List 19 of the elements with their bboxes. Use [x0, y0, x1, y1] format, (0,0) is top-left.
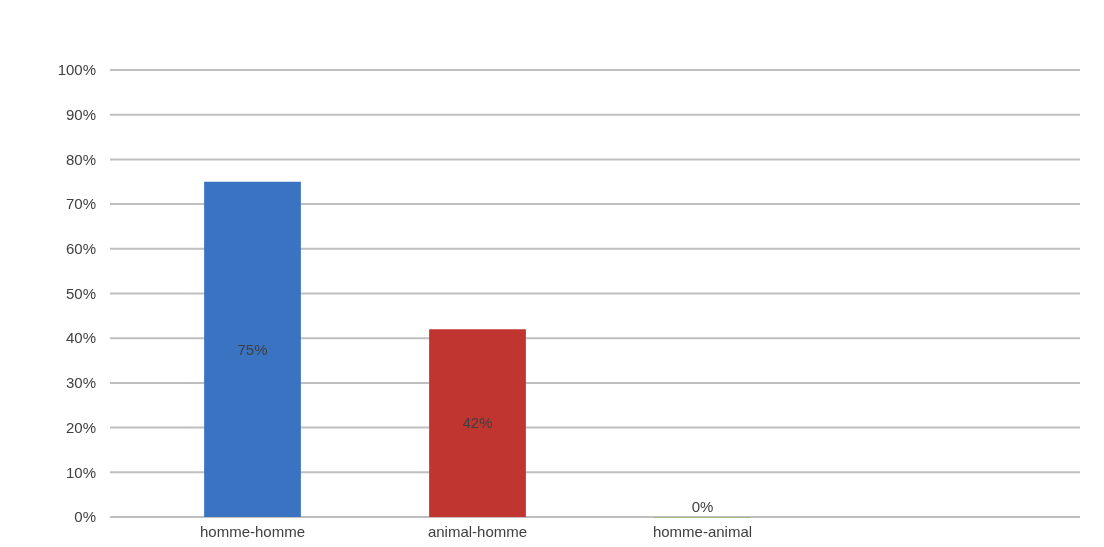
y-tick-label: 70%	[65, 195, 96, 213]
x-tick-label: homme-animal	[652, 523, 753, 540]
bar	[429, 329, 526, 517]
y-tick-label: 100%	[57, 61, 96, 79]
y-tick-label: 40%	[65, 329, 96, 347]
y-tick-label: 90%	[65, 105, 96, 123]
bar	[204, 181, 301, 517]
y-tick-label: 0%	[74, 508, 96, 526]
data-label: 0%	[691, 498, 714, 516]
y-tick-label: 20%	[65, 418, 96, 436]
y-tick-label: 60%	[65, 240, 96, 258]
x-tick-label: animal-homme	[427, 523, 528, 540]
y-tick-label: 50%	[65, 284, 96, 302]
y-tick-label: 80%	[65, 150, 96, 168]
data-label: 75%	[237, 340, 268, 358]
y-tick-label: 30%	[65, 374, 96, 392]
data-label: 42%	[462, 414, 493, 432]
x-tick-label: homme-homme	[199, 523, 306, 540]
y-tick-label: 10%	[65, 463, 96, 481]
